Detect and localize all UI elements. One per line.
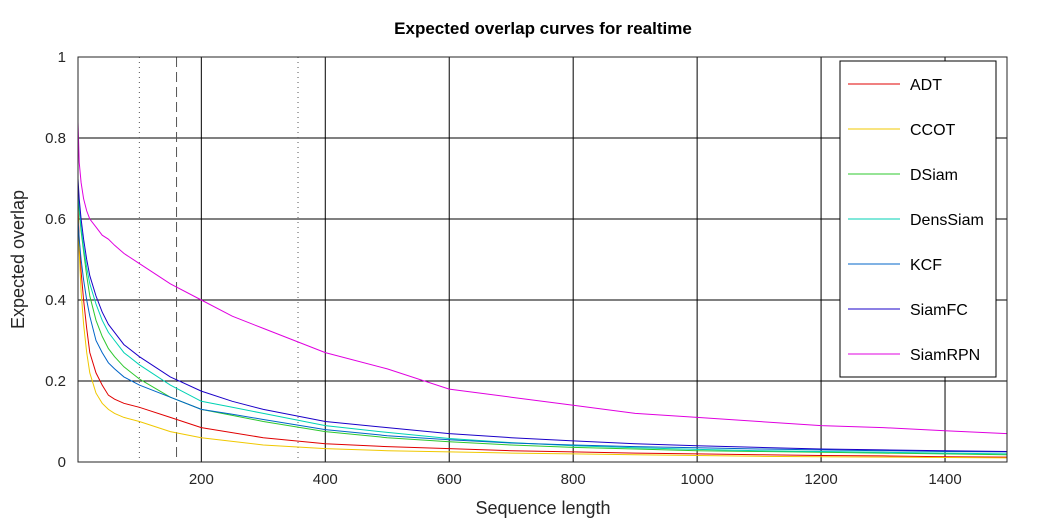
series-line-siamrpn bbox=[77, 121, 1008, 435]
x-tick-label: 600 bbox=[437, 471, 462, 488]
x-tick-label: 400 bbox=[313, 471, 338, 488]
legend-label-siamfc: SiamFC bbox=[910, 302, 968, 319]
x-tick-label: 1200 bbox=[804, 471, 837, 488]
chart-title: Expected overlap curves for realtime bbox=[394, 19, 692, 38]
y-axis-label: Expected overlap bbox=[8, 190, 28, 329]
x-tick-label: 800 bbox=[561, 471, 586, 488]
legend: ADT CCOT DSiam DensSiam KCF SiamFC SiamRPN bbox=[839, 60, 997, 378]
y-tick-label: 0.8 bbox=[45, 130, 66, 147]
series-line-adt bbox=[77, 206, 1008, 458]
x-tick-label: 200 bbox=[189, 471, 214, 488]
y-tick-label: 0.2 bbox=[45, 373, 66, 390]
series-line-kcf bbox=[77, 218, 1008, 453]
plot-frame bbox=[77, 56, 1008, 463]
y-tick-label: 0.4 bbox=[45, 292, 66, 309]
data-series bbox=[77, 121, 1008, 459]
y-tick-label: 0.6 bbox=[45, 211, 66, 228]
legend-label-adt: ADT bbox=[910, 77, 942, 94]
y-tick-label: 1 bbox=[58, 49, 66, 66]
series-line-denssiam bbox=[77, 186, 1008, 455]
legend-label-ccot: CCOT bbox=[910, 122, 956, 139]
series-line-dsiam bbox=[77, 194, 1008, 456]
legend-label-kcf: KCF bbox=[910, 257, 942, 274]
vertical-markers bbox=[138, 57, 299, 462]
legend-label-siamrpn: SiamRPN bbox=[910, 347, 980, 364]
tick-labels: 200 400 600 800 1000 1200 1400 0 0.2 0.4 0.6 0.8 1 bbox=[45, 49, 962, 488]
x-tick-label: 1000 bbox=[680, 471, 713, 488]
x-axis-label: Sequence length bbox=[475, 498, 610, 518]
legend-label-denssiam: DensSiam bbox=[910, 212, 984, 229]
y-tick-label: 0 bbox=[58, 454, 66, 471]
series-line-ccot bbox=[77, 210, 1008, 459]
legend-label-dsiam: DSiam bbox=[910, 167, 958, 184]
x-tick-label: 1400 bbox=[928, 471, 961, 488]
series-line-siamfc bbox=[77, 178, 1008, 452]
